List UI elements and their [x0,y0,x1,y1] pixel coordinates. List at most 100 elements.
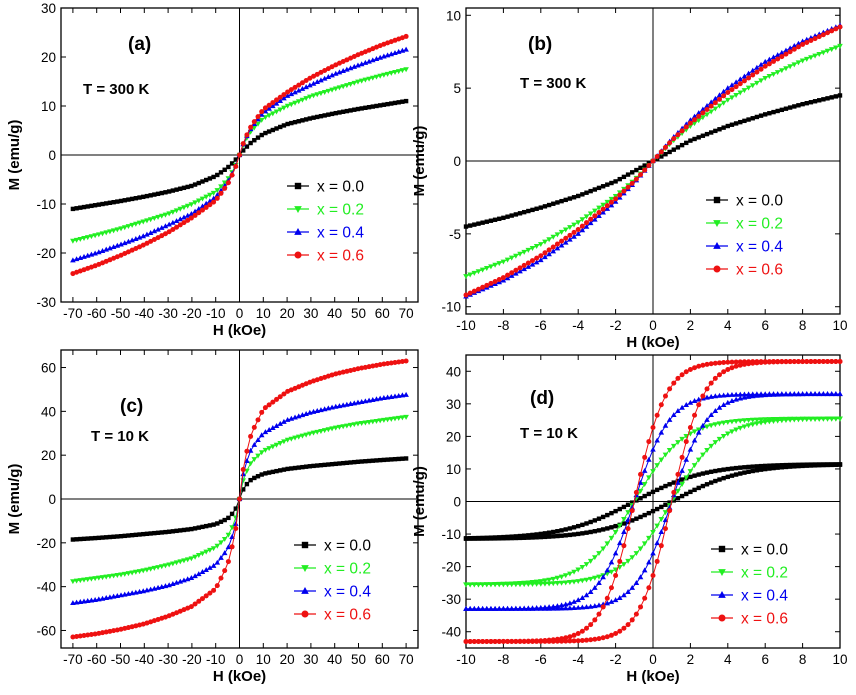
data-point [221,550,228,556]
data-point [741,424,748,430]
data-point [654,558,660,564]
data-point [550,576,557,582]
data-point [248,477,253,483]
data-point [583,214,590,220]
panel-label: (d) [530,388,554,409]
data-point [488,582,494,588]
data-point [829,95,834,100]
data-point [199,551,206,557]
data-point [492,605,498,611]
data-point [222,517,227,523]
data-point [218,575,224,581]
data-point [683,439,689,445]
data-point [479,605,486,611]
data-point [633,551,640,557]
data-point [508,255,515,261]
data-point [733,92,739,98]
data-point [225,559,231,565]
data-point [558,229,565,235]
data-point [804,39,810,45]
panel-label: (b) [528,34,552,55]
data-point [579,578,586,584]
legend-label: x = 0.2 [736,216,783,233]
data-point [274,396,280,402]
data-point [608,202,615,208]
data-point [534,638,540,644]
data-point [721,93,727,99]
data-point [262,447,269,453]
data-point [729,473,735,478]
data-point [758,360,764,366]
data-point [666,416,673,422]
data-point [377,362,383,368]
data-point [812,416,818,422]
data-point [321,428,328,434]
data-point [126,533,131,538]
data-point [496,582,503,588]
data-point [299,97,306,103]
data-point [746,117,751,122]
data-point [779,359,785,365]
data-point [691,113,698,119]
data-point [333,461,338,467]
data-point [583,592,590,598]
data-point [289,466,294,471]
data-point [530,532,535,538]
data-point [296,119,301,124]
data-point [554,638,560,644]
data-point [218,540,224,546]
data-point [74,634,80,640]
data-point [148,531,153,536]
x-tick-label: -8 [497,652,509,667]
data-point [567,571,573,577]
data-point [389,101,394,106]
data-point [471,288,477,294]
data-point [658,543,664,549]
data-point [155,565,161,571]
data-point [314,79,321,85]
data-point [642,167,648,173]
data-point [151,236,157,242]
data-point [366,419,372,425]
data-point [670,443,677,449]
legend-entry: x = 0.0 [294,538,371,555]
data-point [687,117,694,123]
data-point [758,467,764,472]
data-point [475,582,482,588]
x-axis-label: H (kOe) [626,334,679,351]
data-point [218,190,224,196]
data-point [126,197,131,202]
data-point [625,172,631,177]
x-tick-label: -10 [456,318,476,333]
data-point [188,556,195,562]
data-point [837,43,843,49]
data-point [174,187,179,192]
data-point [750,464,755,469]
data-point [695,429,702,435]
data-point [575,567,581,573]
data-point [696,135,701,140]
data-point [199,196,206,202]
data-point [384,71,391,77]
x-tick-label: -20 [182,652,202,667]
data-point [837,391,843,397]
x-tick-label: -10 [456,652,476,667]
data-point [584,521,589,526]
data-point [277,98,284,103]
data-point [688,474,693,480]
data-point [675,471,681,477]
data-point [716,404,723,410]
data-point [641,541,648,547]
data-point [505,536,510,541]
data-point [118,198,124,204]
data-point [762,63,768,69]
data-point [300,464,305,470]
data-point [533,259,540,265]
y-tick-label: 20 [41,50,56,65]
data-point [509,270,515,276]
data-point [617,176,622,182]
data-point [475,638,481,644]
data-point [775,108,780,114]
data-point [326,112,331,117]
data-point [233,157,238,162]
